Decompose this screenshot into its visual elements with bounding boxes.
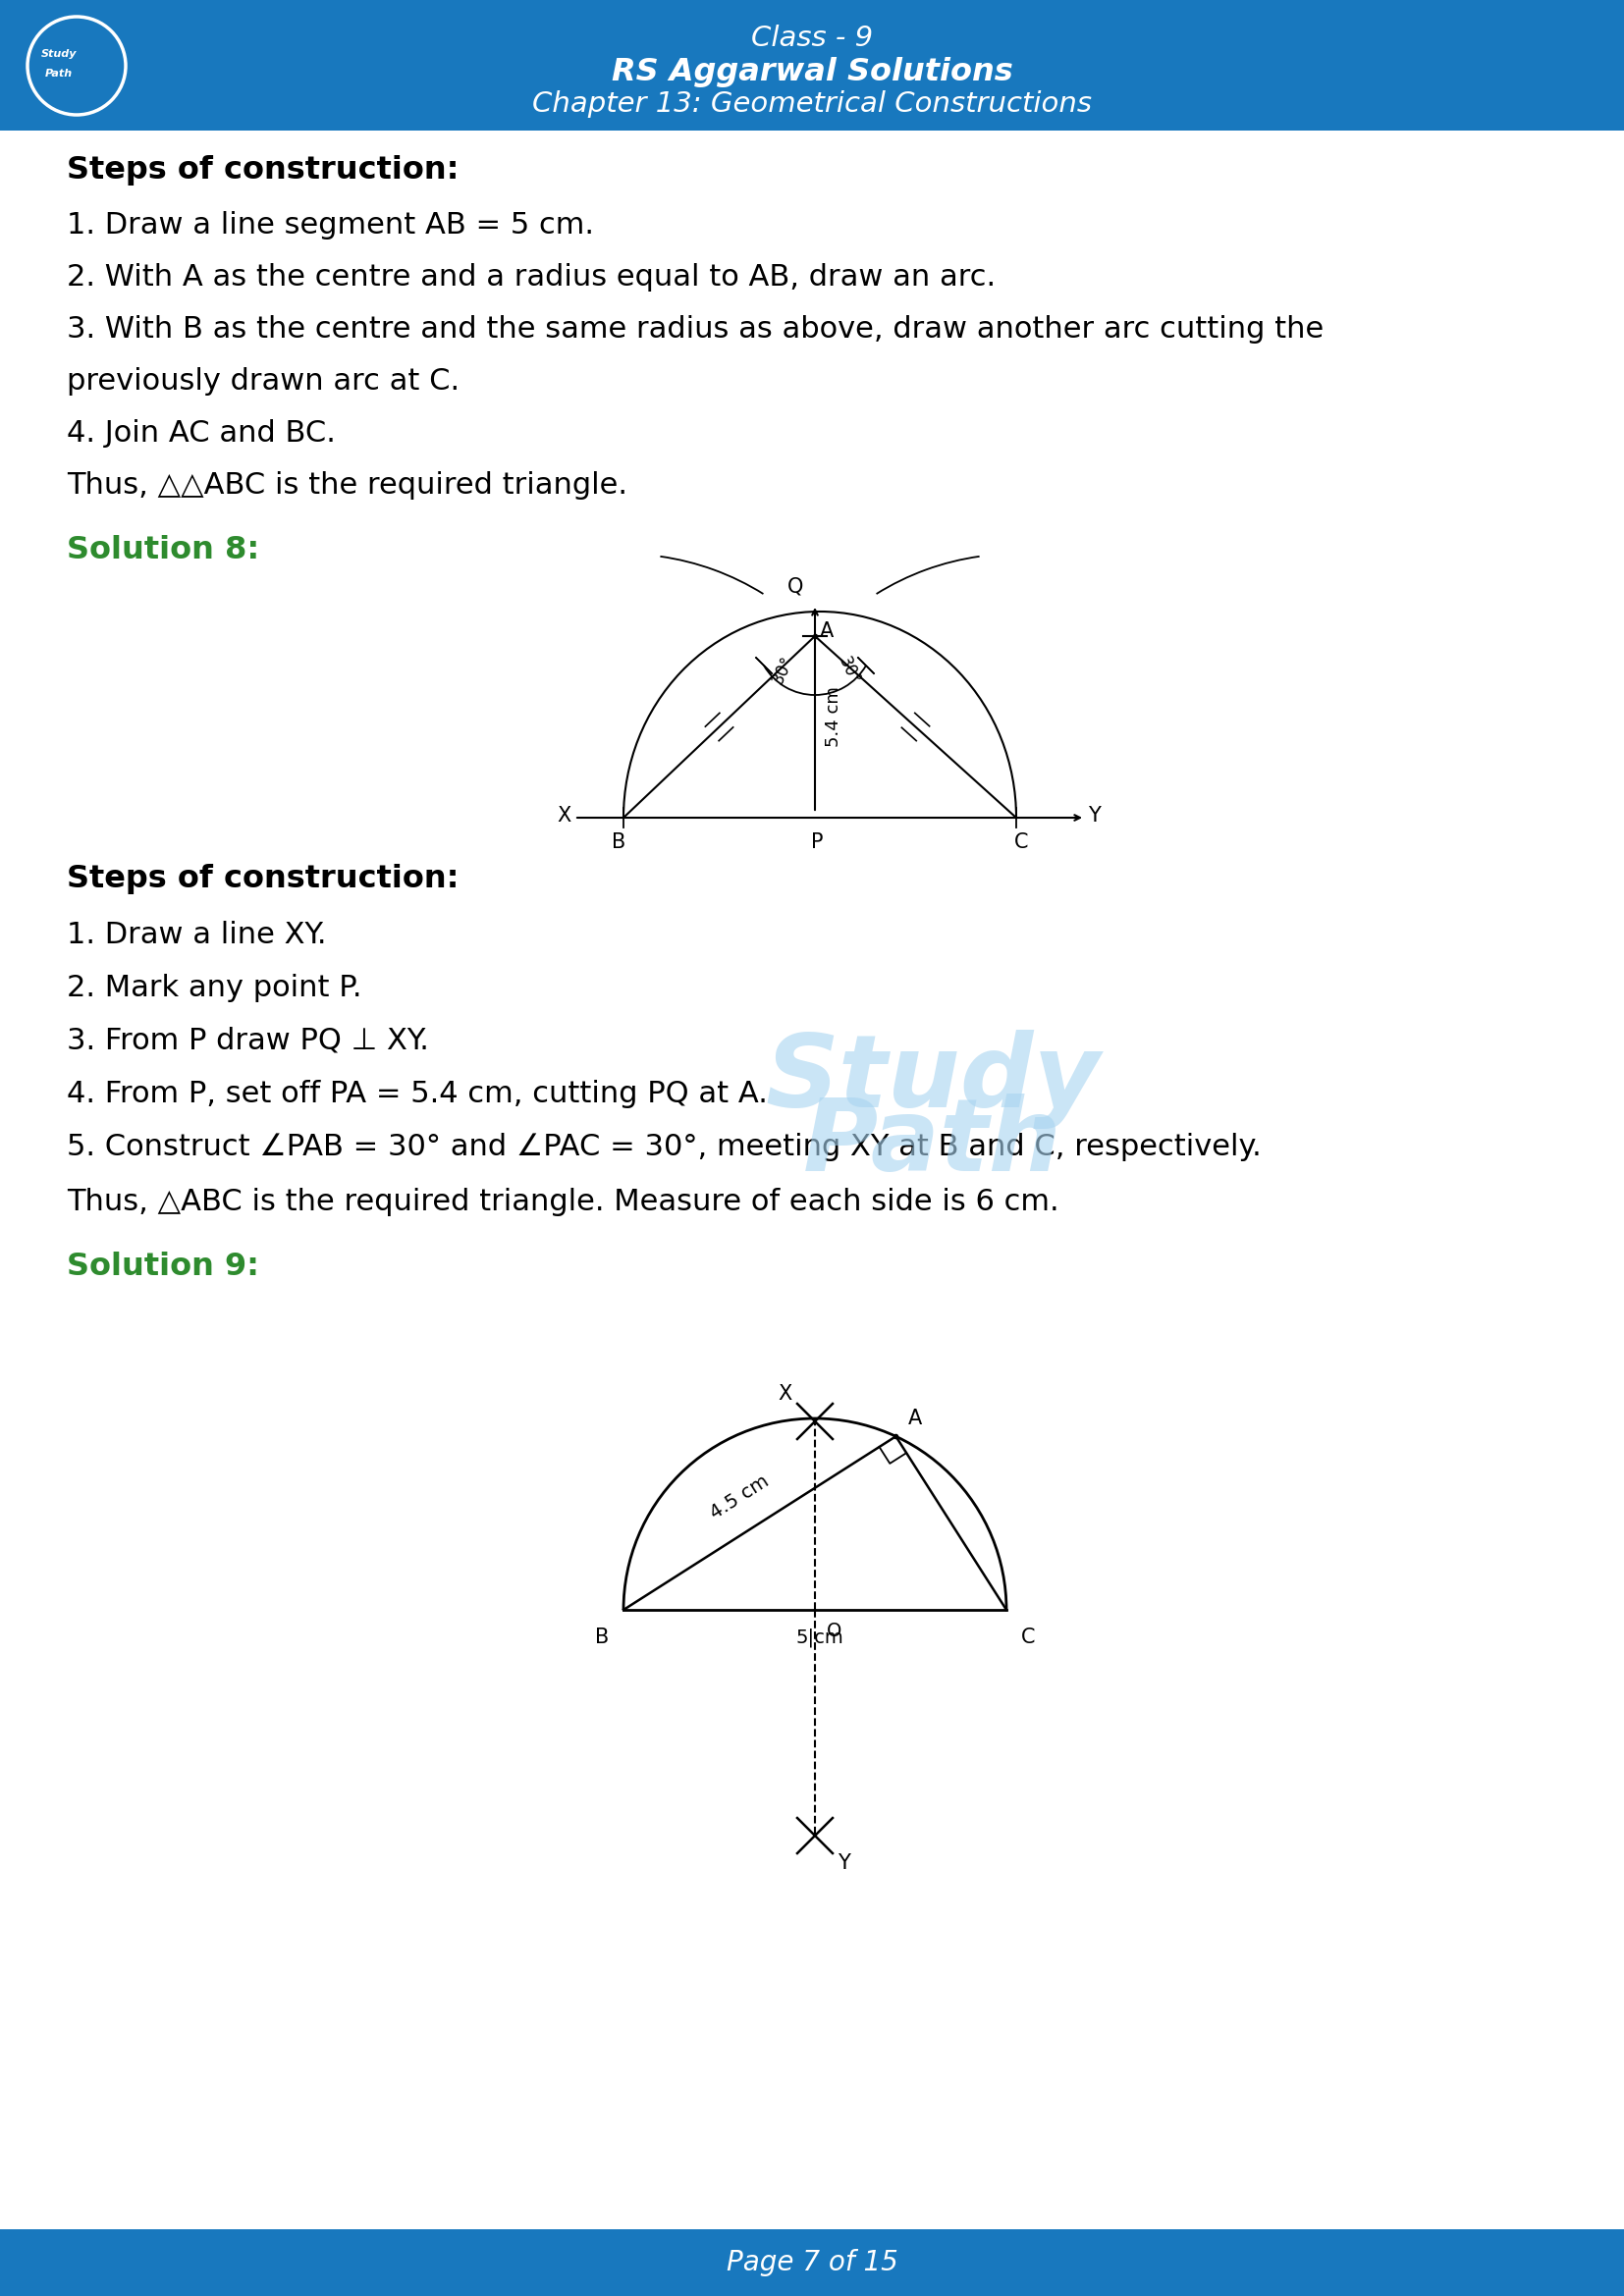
Text: Steps of construction:: Steps of construction: bbox=[67, 156, 460, 186]
Text: 1. Draw a line XY.: 1. Draw a line XY. bbox=[67, 921, 326, 948]
Text: 30°: 30° bbox=[835, 654, 862, 687]
Circle shape bbox=[39, 28, 114, 103]
Text: B: B bbox=[594, 1628, 609, 1646]
Text: Study: Study bbox=[765, 1031, 1101, 1130]
Text: Thus, △△ABC is the required triangle.: Thus, △△ABC is the required triangle. bbox=[67, 471, 627, 501]
Text: 2. With A as the centre and a radius equal to AB, draw an arc.: 2. With A as the centre and a radius equ… bbox=[67, 264, 996, 292]
Text: B: B bbox=[612, 833, 625, 852]
Text: previously drawn arc at C.: previously drawn arc at C. bbox=[67, 367, 460, 395]
Text: Chapter 13: Geometrical Constructions: Chapter 13: Geometrical Constructions bbox=[533, 90, 1091, 117]
Bar bbox=[0, 2229, 1624, 2296]
Text: 2. Mark any point P.: 2. Mark any point P. bbox=[67, 974, 362, 1003]
Text: 4. Join AC and BC.: 4. Join AC and BC. bbox=[67, 420, 336, 448]
Text: Solution 8:: Solution 8: bbox=[67, 535, 260, 565]
Text: P: P bbox=[810, 833, 823, 852]
Text: Path: Path bbox=[45, 69, 73, 78]
Text: 30°: 30° bbox=[770, 654, 797, 687]
Text: 3. From P draw PQ ⊥ XY.: 3. From P draw PQ ⊥ XY. bbox=[67, 1026, 429, 1056]
Text: 1. Draw a line segment AB = 5 cm.: 1. Draw a line segment AB = 5 cm. bbox=[67, 211, 594, 239]
Text: Study: Study bbox=[41, 48, 76, 60]
Text: C: C bbox=[1013, 833, 1028, 852]
Text: Page 7 of 15: Page 7 of 15 bbox=[726, 2248, 898, 2275]
Text: O: O bbox=[827, 1621, 841, 1639]
Text: RS Aggarwal Solutions: RS Aggarwal Solutions bbox=[611, 57, 1013, 87]
Text: Q: Q bbox=[788, 576, 804, 597]
Text: Solution 9:: Solution 9: bbox=[67, 1251, 260, 1281]
Text: A: A bbox=[820, 622, 833, 641]
Text: C: C bbox=[1021, 1628, 1036, 1646]
Text: Thus, △ABC is the required triangle. Measure of each side is 6 cm.: Thus, △ABC is the required triangle. Mea… bbox=[67, 1187, 1059, 1217]
Text: 4. From P, set off PA = 5.4 cm, cutting PQ at A.: 4. From P, set off PA = 5.4 cm, cutting … bbox=[67, 1079, 768, 1109]
Text: 5. Construct ∠PAB = 30° and ∠PAC = 30°, meeting XY at B and C, respectively.: 5. Construct ∠PAB = 30° and ∠PAC = 30°, … bbox=[67, 1132, 1262, 1162]
Text: Path: Path bbox=[804, 1093, 1062, 1194]
Text: 5|cm: 5|cm bbox=[796, 1628, 844, 1646]
Text: 5.4 cm: 5.4 cm bbox=[825, 687, 843, 748]
Bar bbox=[0, 0, 1624, 131]
Text: Steps of construction:: Steps of construction: bbox=[67, 863, 460, 893]
Text: 4.5 cm: 4.5 cm bbox=[708, 1472, 773, 1522]
Text: X: X bbox=[557, 806, 572, 827]
Text: 3. With B as the centre and the same radius as above, draw another arc cutting t: 3. With B as the centre and the same rad… bbox=[67, 315, 1324, 344]
Text: X: X bbox=[778, 1384, 793, 1403]
Text: A: A bbox=[908, 1410, 922, 1428]
Text: Y: Y bbox=[838, 1853, 851, 1874]
Text: Y: Y bbox=[1088, 806, 1101, 827]
Text: Class - 9: Class - 9 bbox=[750, 25, 874, 53]
